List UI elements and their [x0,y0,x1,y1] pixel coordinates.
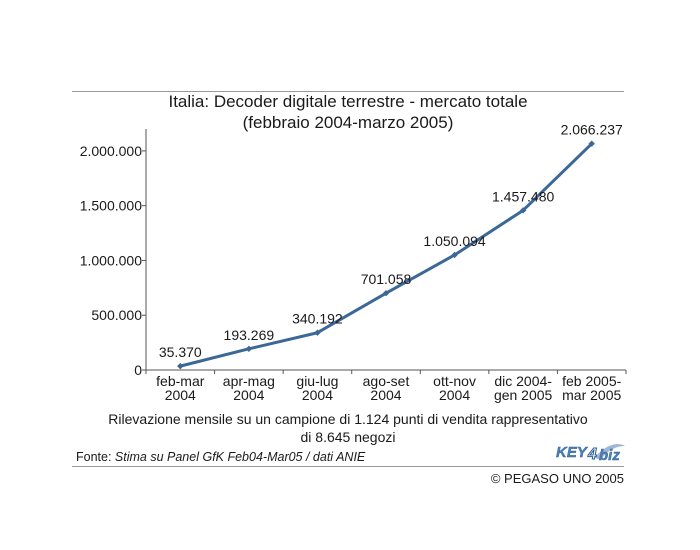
y-tick-label: 2.000.000 [80,143,142,159]
y-tick-label: 1.000.000 [80,252,142,268]
footnote-line-1: Rilevazione mensile su un campione di 1.… [108,411,588,427]
data-point [382,290,390,297]
y-axis-ticks: 0 500.000 1.000.000 1.500.000 2.000.000 [80,143,146,378]
data-label: 701.058 [361,271,412,287]
key4biz-logo: KEY 4 biz [555,440,627,464]
logo-text-biz: biz [599,447,620,464]
x-tick-label: 2004 [165,387,196,403]
x-axis-ticks: feb-mar2004apr-mag2004giu-lug2004ago-set… [145,370,627,403]
data-point [519,207,527,214]
x-tick-label: feb 2005- [562,373,621,389]
y-tick-label: 0 [134,362,142,378]
data-point [177,362,184,370]
data-point [245,345,253,353]
logo-text-4: 4 [587,446,597,463]
x-tick-label: apr-mag [223,373,275,389]
x-tick-label: gen 2005 [494,387,553,403]
x-tick-label: ott-nov [433,373,476,389]
y-tick-label: 1.500.000 [80,198,142,214]
x-tick-label: 2004 [233,387,264,403]
x-tick-label: giu-lug [296,373,338,389]
series-markers [177,140,595,370]
data-label: 1.050.094 [423,233,485,249]
source-text: Stima su Panel GfK Feb04-Mar05 / dati AN… [114,450,366,464]
footnote-line-2: di 8.645 negozi [300,429,396,445]
data-point [588,140,595,147]
top-rule [72,91,624,92]
y-tick-label: 500.000 [91,307,142,323]
x-tick-label: ago-set [363,373,410,389]
data-labels: 35.370 193.269 340.192 701.058 1.050.094 1.45… [159,122,623,360]
data-label: 35.370 [159,344,202,360]
logo-text-key: KEY [556,444,589,461]
x-tick-label: 2004 [370,387,401,403]
chart-title: Italia: Decoder digitale terrestre - mer… [168,92,528,111]
chart-axes [145,129,626,371]
copyright: © PEGASO UNO 2005 [490,471,624,486]
data-label: 193.269 [224,327,275,343]
bottom-rule [72,466,624,467]
x-tick-label: 2004 [302,387,333,403]
x-tick-label: 2004 [439,387,470,403]
data-point [451,251,458,259]
source-note: Fonte: Stima su Panel GfK Feb04-Mar05 / … [76,450,365,464]
data-label: 2.066.237 [561,122,623,138]
data-point [314,329,321,336]
x-tick-label: mar 2005 [562,387,621,403]
chart-subtitle: (febbraio 2004-marzo 2005) [242,113,454,132]
data-label: 1.457.480 [492,188,554,204]
source-label: Fonte: [76,450,115,464]
data-label: 340.192 [292,311,343,327]
x-tick-label: dic 2004- [494,373,552,389]
x-tick-label: feb-mar [156,373,205,389]
